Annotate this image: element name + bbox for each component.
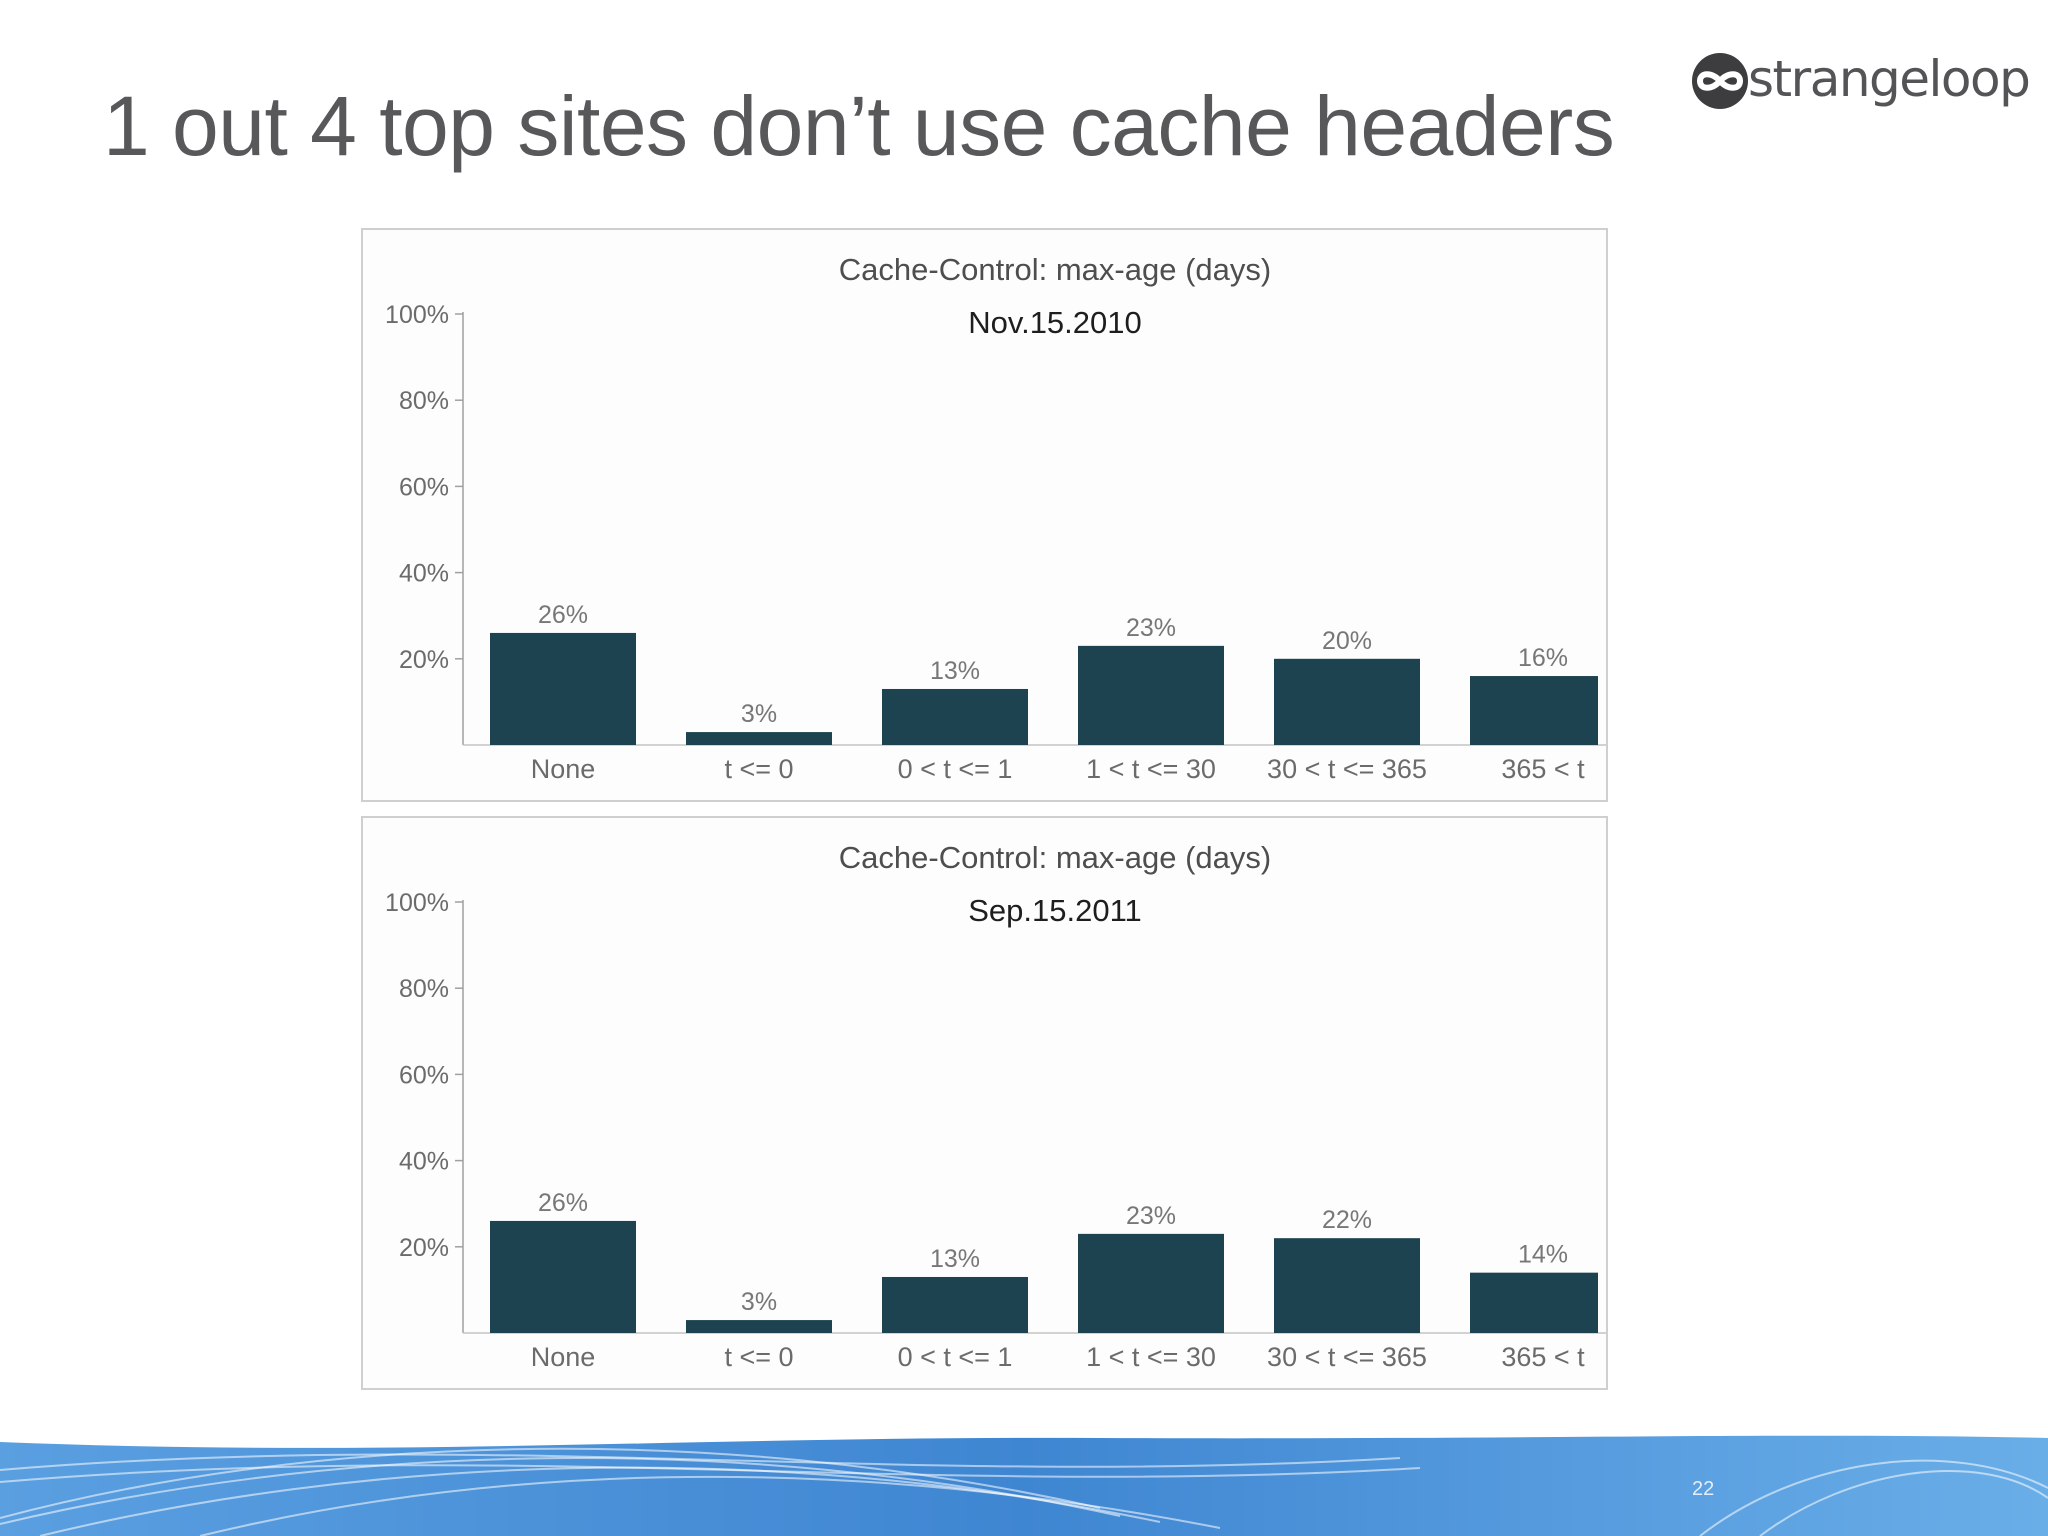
y-tick-label: 60% [399,1061,449,1089]
bar-value-label: 16% [1518,644,1568,672]
bar-value-label: 3% [741,700,777,728]
chart-title: Cache-Control: max-age (days) [839,252,1271,287]
bar-5 [1470,676,1598,745]
x-category-label: 30 < t <= 365 [1267,754,1427,784]
x-category-label: 365 < t [1501,754,1585,784]
y-tick-label: 60% [399,473,449,501]
bar-4 [1274,1238,1420,1333]
infinity-loop-icon [1692,53,1748,109]
bar-value-label: 13% [930,657,980,685]
bar-value-label: 3% [741,1288,777,1316]
bar-3 [1078,1233,1224,1333]
x-category-label: None [531,754,596,784]
x-category-label: 1 < t <= 30 [1086,754,1216,784]
bar-3 [1078,645,1224,745]
bar-0 [490,1220,636,1333]
chart-subtitle: Nov.15.2010 [968,305,1142,340]
bar-0 [490,632,636,745]
y-tick-label: 40% [399,560,449,588]
x-category-label: 30 < t <= 365 [1267,1342,1427,1372]
bar-chart-2010: Cache-Control: max-age (days) Nov.15.2010… [385,252,1606,784]
x-category-label: None [531,1342,596,1372]
chart-panel-2011: Cache-Control: max-age (days) Sep.15.2011… [361,816,1608,1390]
y-tick-label: 40% [399,1148,449,1176]
bar-chart-2011: Cache-Control: max-age (days) Sep.15.2011… [385,840,1606,1372]
y-tick-label: 20% [399,1234,449,1262]
x-category-label: 1 < t <= 30 [1086,1342,1216,1372]
bar-5 [1470,1272,1598,1333]
slide-title: 1 out 4 top sites don’t use cache header… [103,79,1615,173]
bar-value-label: 23% [1126,614,1176,642]
x-category-label: t <= 0 [724,1342,793,1372]
bar-value-label: 22% [1322,1206,1372,1234]
bar-2 [882,688,1028,745]
x-category-label: 0 < t <= 1 [898,754,1013,784]
strangeloop-logo: strangeloop [1690,50,2031,112]
bar-value-label: 23% [1126,1202,1176,1230]
x-category-label: 0 < t <= 1 [898,1342,1013,1372]
chart-panel-2010: Cache-Control: max-age (days) Nov.15.2010… [361,228,1608,802]
page-number: 22 [1692,1478,1715,1500]
bar-value-label: 26% [538,601,588,629]
bar-4 [1274,658,1420,745]
y-tick-label: 80% [399,975,449,1003]
bar-value-label: 14% [1518,1241,1568,1269]
bar-value-label: 13% [930,1245,980,1273]
x-category-label: 365 < t [1501,1342,1585,1372]
y-tick-label: 100% [385,301,449,329]
y-tick-label: 20% [399,646,449,674]
footer-wave-decoration [0,1435,2048,1536]
y-tick-label: 100% [385,889,449,917]
bar-2 [882,1276,1028,1333]
chart-subtitle: Sep.15.2011 [968,893,1142,928]
bar-1 [686,1320,832,1333]
bar-1 [686,732,832,745]
y-tick-label: 80% [399,387,449,415]
logo-wordmark: strangeloop [1748,50,2031,108]
bar-value-label: 20% [1322,627,1372,655]
x-category-label: t <= 0 [724,754,793,784]
bar-value-label: 26% [538,1189,588,1217]
chart-title: Cache-Control: max-age (days) [839,840,1271,875]
